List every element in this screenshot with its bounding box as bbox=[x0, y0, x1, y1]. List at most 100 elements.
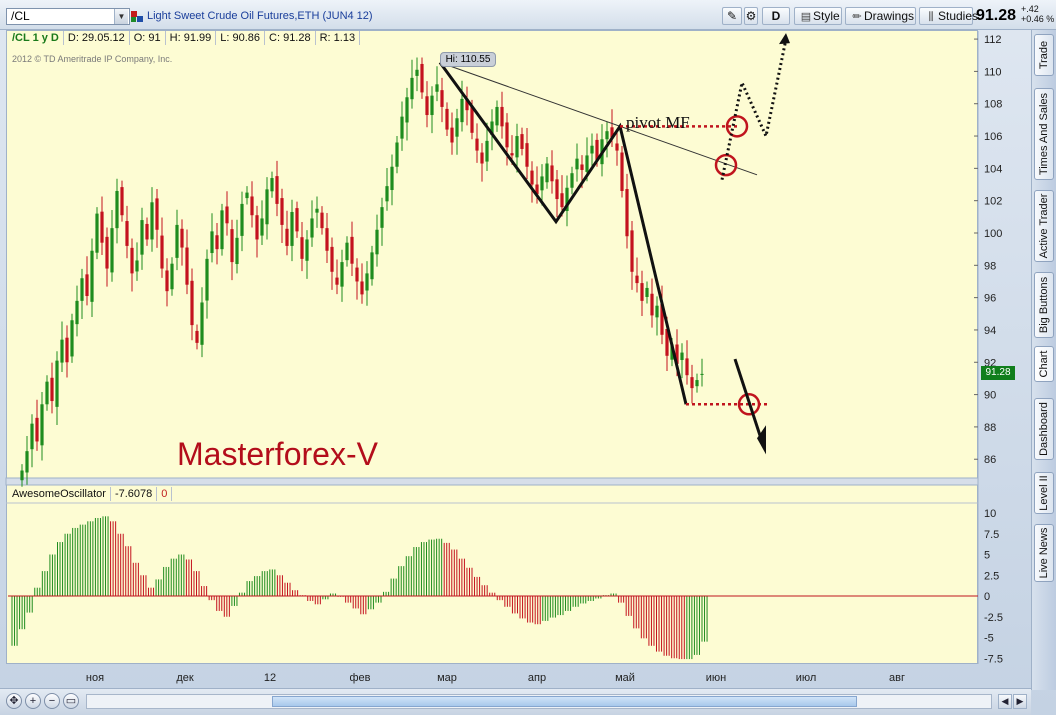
candle-body bbox=[390, 166, 394, 191]
candle-body bbox=[210, 231, 214, 254]
candle-body bbox=[500, 106, 504, 127]
candle-body bbox=[465, 98, 469, 111]
scroll-right-icon[interactable]: ▶ bbox=[1013, 694, 1027, 709]
scroll-thumb[interactable] bbox=[272, 696, 857, 707]
oscillator-value: -7.6078 bbox=[111, 487, 158, 501]
tab-times-and-sales[interactable]: Times And Sales bbox=[1034, 88, 1054, 180]
last-price-marker: 91.28 bbox=[981, 366, 1015, 380]
candle-body bbox=[100, 211, 104, 243]
candle-body bbox=[155, 198, 159, 230]
candle-body bbox=[130, 247, 134, 274]
time-tick-label: дек bbox=[176, 672, 194, 684]
candle-body bbox=[655, 305, 659, 318]
legend-open: O: 91 bbox=[130, 31, 166, 45]
studies-button[interactable]: ⫼ Studies bbox=[919, 7, 978, 25]
candle-body bbox=[175, 224, 179, 258]
candle-body bbox=[400, 116, 404, 139]
candle-body bbox=[165, 270, 169, 292]
pivot-label[interactable]: pivot MF bbox=[626, 113, 690, 132]
candle-body bbox=[640, 283, 644, 301]
candle-body bbox=[260, 218, 264, 236]
wave-line bbox=[438, 61, 688, 405]
wrench-icon[interactable]: ✎ bbox=[722, 7, 742, 25]
candle-body bbox=[265, 189, 269, 225]
zoom-in-icon[interactable]: + bbox=[25, 693, 41, 709]
zoom-out-icon[interactable]: − bbox=[44, 693, 60, 709]
candle-body bbox=[670, 344, 674, 360]
candle-body bbox=[360, 281, 364, 295]
candle-body bbox=[50, 377, 54, 402]
style-button[interactable]: ▤ Style bbox=[794, 7, 842, 25]
tab-level-ii[interactable]: Level II bbox=[1034, 472, 1054, 514]
bottom-bar: ✥ + − ▭ ◀ ▶ bbox=[0, 688, 1031, 715]
arrow-head bbox=[779, 33, 790, 45]
candle-body bbox=[60, 339, 64, 363]
candle-body bbox=[650, 293, 654, 316]
candle-body bbox=[545, 163, 549, 183]
tab-big-buttons[interactable]: Big Buttons bbox=[1034, 272, 1054, 338]
candle-body bbox=[45, 381, 49, 405]
candle-body bbox=[330, 246, 334, 272]
toolbar: /CL ▼ Light Sweet Crude Oil Futures,ETH … bbox=[0, 0, 1056, 30]
candle-body bbox=[665, 328, 669, 356]
time-tick-label: май bbox=[615, 672, 635, 684]
tab-trade[interactable]: Trade bbox=[1034, 34, 1054, 76]
zoom-fit-icon[interactable]: ▭ bbox=[63, 693, 79, 709]
candle-body bbox=[565, 187, 569, 212]
projection-down bbox=[733, 358, 765, 446]
time-scrollbar[interactable] bbox=[86, 694, 992, 709]
candle-body bbox=[515, 136, 519, 158]
style-label: Style bbox=[813, 9, 840, 23]
candle-body bbox=[105, 236, 109, 269]
high-badge: Hi: 110.55 bbox=[440, 52, 496, 67]
candle-body bbox=[325, 228, 329, 251]
symbol-dropdown-icon[interactable]: ▼ bbox=[114, 9, 128, 24]
pan-icon[interactable]: ✥ bbox=[6, 693, 22, 709]
candle-body bbox=[120, 187, 124, 216]
candle-body bbox=[505, 122, 509, 148]
tab-live-news[interactable]: Live News bbox=[1034, 524, 1054, 582]
candle-body bbox=[660, 303, 664, 335]
price-tick-label: 86 bbox=[984, 454, 996, 466]
legend-low: L: 90.86 bbox=[216, 31, 266, 45]
pencil-icon: ✏ bbox=[852, 11, 862, 23]
candle-body bbox=[285, 228, 289, 246]
candle-body bbox=[695, 380, 699, 387]
tab-active-trader[interactable]: Active Trader bbox=[1034, 190, 1054, 262]
candle-body bbox=[160, 235, 164, 269]
d-button[interactable]: D bbox=[762, 7, 790, 25]
price-tick-label: 106 bbox=[984, 131, 1002, 143]
percent-change: +0.46 % bbox=[1021, 14, 1055, 24]
time-tick-label: июн bbox=[706, 672, 726, 684]
candle-body bbox=[675, 344, 679, 364]
candle-body bbox=[455, 118, 459, 137]
scroll-left-icon[interactable]: ◀ bbox=[998, 694, 1012, 709]
candle-body bbox=[645, 287, 649, 297]
candle-body bbox=[270, 178, 274, 192]
price-chart[interactable]: 86889092949698100102104106108110112107.5… bbox=[0, 0, 1031, 688]
tab-label: Live News bbox=[1038, 527, 1050, 579]
settings-icon[interactable]: ⚙ bbox=[744, 7, 758, 25]
tab-chart[interactable]: Chart bbox=[1034, 346, 1054, 382]
candle-body bbox=[75, 300, 79, 325]
time-tick-label: 12 bbox=[264, 672, 276, 684]
arrow-head bbox=[757, 425, 766, 455]
studies-label: Studies bbox=[938, 9, 979, 23]
candle-body bbox=[450, 127, 454, 143]
drawings-button[interactable]: ✏ Drawings bbox=[845, 7, 916, 25]
candle-body bbox=[530, 170, 534, 185]
candle-body bbox=[625, 189, 629, 237]
oscillator-name[interactable]: AwesomeOscillator bbox=[8, 487, 111, 501]
price-tick-label: 110 bbox=[984, 66, 1002, 78]
symbol-lookup-icon[interactable] bbox=[131, 10, 144, 23]
tab-label: Trade bbox=[1038, 40, 1050, 70]
candle-body bbox=[355, 267, 359, 282]
symbol-input[interactable]: /CL bbox=[6, 8, 130, 25]
candle-body bbox=[310, 218, 314, 238]
legend-symbol[interactable]: /CL 1 y D bbox=[8, 31, 64, 45]
oscillator-bars bbox=[11, 516, 708, 660]
tab-dashboard[interactable]: Dashboard bbox=[1034, 398, 1054, 460]
candle-body bbox=[570, 173, 574, 188]
oscillator-legend: AwesomeOscillator -7.6078 0 bbox=[8, 487, 173, 501]
